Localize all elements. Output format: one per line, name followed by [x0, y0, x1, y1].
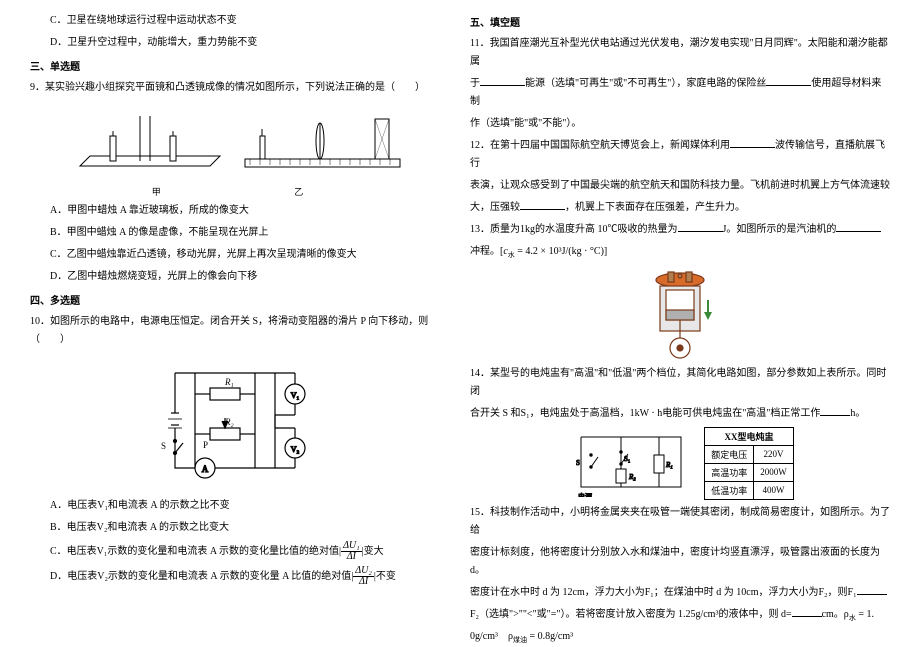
q10-option-b: B．电压表V₂和电流表 A 的示数之比变大 [30, 519, 450, 537]
blank [766, 77, 811, 86]
q12-line3: 大，压强较，机翼上下表面存在压强差，产生升力。 [470, 199, 890, 217]
svg-text:P: P [203, 440, 208, 450]
q9-figure [30, 101, 450, 181]
q11-line1: 11．我国首座潮光互补型光伏电站通过光伏发电，潮汐发电实现"日月同辉"。太阳能和… [470, 35, 890, 71]
q10-stem: 10．如图所示的电路中，电源电压恒定。闭合开关 S，将滑动变阻器的滑片 P 向下… [30, 313, 450, 349]
blank [857, 586, 887, 595]
section-3-title: 三、单选题 [30, 58, 450, 73]
section-5-title: 五、填空题 [470, 14, 890, 29]
q15-line5: 0g/cm³ ρ煤油 = 0.8g/cm³ [470, 628, 890, 647]
q10-figure: A V₁ V₂ R₁ R [30, 353, 450, 493]
left-column: C．卫星在绕地球运行过程中运动状态不变 D．卫星升空过程中，动能增大，重力势能不… [20, 8, 460, 630]
blank [678, 223, 723, 232]
svg-text:S: S [576, 459, 580, 467]
blank [836, 223, 881, 232]
q14-line2: 合开关 S 和S₁，电炖盅处于高温档，1kW · h电能可供电炖盅在"高温"档正… [470, 405, 890, 423]
q15-line4: F₂（选填">""<"或"="）。若将密度计放入密度为 1.25g/cm³的液体… [470, 606, 890, 625]
svg-text:S₁: S₁ [624, 455, 630, 463]
svg-text:R₁: R₁ [665, 461, 673, 469]
q9-option-d: D．乙图中蜡烛燃烧变短，光屏上的像会向下移 [30, 268, 450, 286]
right-column: 五、填空题 11．我国首座潮光互补型光伏电站通过光伏发电，潮汐发电实现"日月同辉… [460, 8, 900, 630]
q9-stem: 9．某实验兴趣小组探究平面镜和凸透镜成像的情况如图所示，下列说法正确的是（ ） [30, 79, 450, 97]
q13-line2: 冲程。[c水 = 4.2 × 10³J/(kg · °C)] [470, 243, 890, 262]
q15-line3: 密度计在水中时 d 为 12cm，浮力大小为F₁；在煤油中时 d 为 10cm，… [470, 584, 890, 602]
spec-title: XX型电炖盅 [705, 427, 794, 445]
q15-line1: 15．科技制作活动中，小明将金属夹夹在吸管一端使其密闭，制成简易密度计，如图所示… [470, 504, 890, 540]
svg-text:电源: 电源 [578, 492, 592, 497]
blank [520, 201, 565, 210]
svg-text:R₂: R₂ [224, 417, 234, 427]
q9-captions: 甲 乙 [30, 185, 450, 198]
q15-line2: 密度计标刻度，他将密度计分别放入水和煤油中，密度计均竖直漂浮，吸管露出液面的长度… [470, 544, 890, 580]
q10d-pre: D．电压表V₂示数的变化量和电流表 A 示数的变化量 A 比值的绝对值| [50, 571, 353, 582]
svg-text:S: S [161, 441, 166, 451]
fraction-du1-di: ΔU₁ΔI [341, 541, 362, 562]
q8-option-d: D．卫星升空过程中，动能增大，重力势能不变 [30, 34, 450, 52]
q10-option-d: D．电压表V₂示数的变化量和电流表 A 示数的变化量 A 比值的绝对值|ΔU₂Δ… [30, 566, 450, 587]
q10c-pre: C．电压表V₁示数的变化量和电流表 A 示数的变化量比值的绝对值| [50, 546, 341, 557]
blank [820, 407, 850, 416]
q10c-post: |变大 [362, 546, 384, 557]
section-4-title: 四、多选题 [30, 292, 450, 307]
svg-text:V₂: V₂ [291, 445, 300, 454]
q9-option-a: A．甲图中蜡烛 A 靠近玻璃板，所成的像变大 [30, 202, 450, 220]
svg-text:R₂: R₂ [628, 473, 636, 481]
q14-figure-row: S S₁ R₂ R₁ 电源 XX型电炖盅 额定电压220V 高温功率2000W … [470, 427, 890, 500]
q13-figure [470, 266, 890, 361]
q12-line2: 表演，让观众感受到了中国最尖端的航空航天和国防科技力量。飞机前进时机翼上方气体流… [470, 177, 890, 195]
q11-line3: 作（选填"能"或"不能"）。 [470, 115, 890, 133]
caption-jia: 甲 [152, 185, 161, 198]
svg-text:V₁: V₁ [291, 391, 300, 400]
engine-stroke-diagram [640, 266, 720, 361]
q10-option-c: C．电压表V₁示数的变化量和电流表 A 示数的变化量比值的绝对值|ΔU₁ΔI|变… [30, 541, 450, 562]
q10-option-a: A．电压表V₁和电流表 A 的示数之比不变 [30, 497, 450, 515]
q9-option-c: C．乙图中蜡烛靠近凸透镜，移动光屏，光屏上再次呈现清晰的像变大 [30, 246, 450, 264]
svg-text:A: A [202, 464, 209, 474]
blank [730, 139, 775, 148]
q10d-post: |不变 [374, 571, 396, 582]
blank [480, 77, 525, 86]
q9-option-b: B．甲图中蜡烛 A 的像是虚像，不能呈现在光屏上 [30, 224, 450, 242]
circuit-diagram: A V₁ V₂ R₁ R [155, 353, 325, 493]
spec-table: XX型电炖盅 额定电压220V 高温功率2000W 低温功率400W [704, 427, 794, 500]
svg-text:R₁: R₁ [224, 377, 234, 387]
q8-option-c: C．卫星在绕地球运行过程中运动状态不变 [30, 12, 450, 30]
q14-line1: 14．某型号的电炖盅有"高温"和"低温"两个档位，其简化电路如图，部分参数如上表… [470, 365, 890, 401]
circuit-q14: S S₁ R₂ R₁ 电源 [566, 427, 696, 497]
q13-line1: 13．质量为1kg的水温度升高 10℃吸收的热量为J。如图所示的是汽油机的 [470, 221, 890, 239]
fraction-du2-di: ΔU₂ΔI [353, 566, 374, 587]
mirror-lens-diagram [70, 101, 410, 181]
q11-line2: 于能源（选填"可再生"或"不可再生"），家庭电路的保险丝使用超导材料来制 [470, 75, 890, 111]
blank [792, 608, 822, 617]
q12-line1: 12．在第十四届中国国际航空航天博览会上，新闻媒体利用波传输信号，直播航展飞行 [470, 137, 890, 173]
caption-yi: 乙 [294, 185, 303, 198]
